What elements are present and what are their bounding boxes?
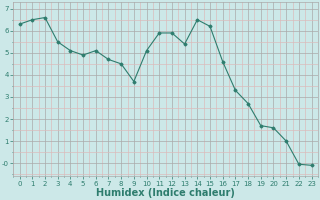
X-axis label: Humidex (Indice chaleur): Humidex (Indice chaleur) (96, 188, 235, 198)
